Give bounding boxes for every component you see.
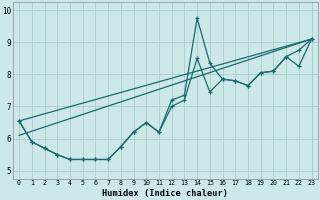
X-axis label: Humidex (Indice chaleur): Humidex (Indice chaleur) <box>102 189 228 198</box>
